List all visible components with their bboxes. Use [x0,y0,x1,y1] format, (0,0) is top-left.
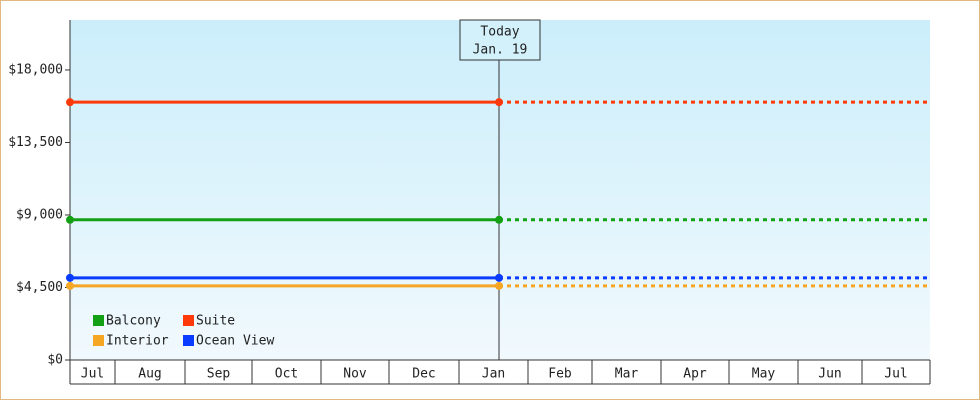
series-point [66,273,74,282]
legend-label: Suite [196,314,235,329]
x-tick-label: Feb [548,367,572,382]
x-tick-label: Jul [81,367,104,382]
series-point [495,281,503,290]
legend-swatch [93,335,104,346]
x-tick-label: May [752,367,776,382]
y-tick-label: $13,500 [8,135,63,150]
x-tick-label: Apr [683,367,707,382]
x-tick-label: Jul [884,367,907,382]
legend-label: Ocean View [196,334,274,349]
y-tick-label: $0 [47,353,63,368]
y-tick-label: $4,500 [16,280,63,295]
x-tick-label: Oct [275,367,298,382]
x-tick-label: Jun [818,367,841,382]
today-label: Today [480,25,519,40]
legend-label: Balcony [106,314,161,329]
series-point [495,98,503,107]
today-date: Jan. 19 [473,43,528,58]
today-box [459,19,541,61]
x-tick-label: Nov [343,367,367,382]
legend-label: Interior [106,334,169,349]
series-point [66,281,74,290]
series-point [66,215,74,224]
y-tick-label: $18,000 [8,62,63,77]
x-tick-label: Dec [412,367,435,382]
x-tick-label: Jan [482,367,505,382]
plot-area [70,20,930,360]
x-tick-label: Aug [138,367,161,382]
series-point [495,273,503,282]
x-tick-label: Mar [615,367,639,382]
series-point [495,215,503,224]
x-tick-label: Sep [207,367,231,382]
y-tick-label: $9,000 [16,207,63,222]
legend-swatch [183,315,194,326]
legend-swatch [183,335,194,346]
legend-swatch [93,315,104,326]
series-point [66,98,74,107]
